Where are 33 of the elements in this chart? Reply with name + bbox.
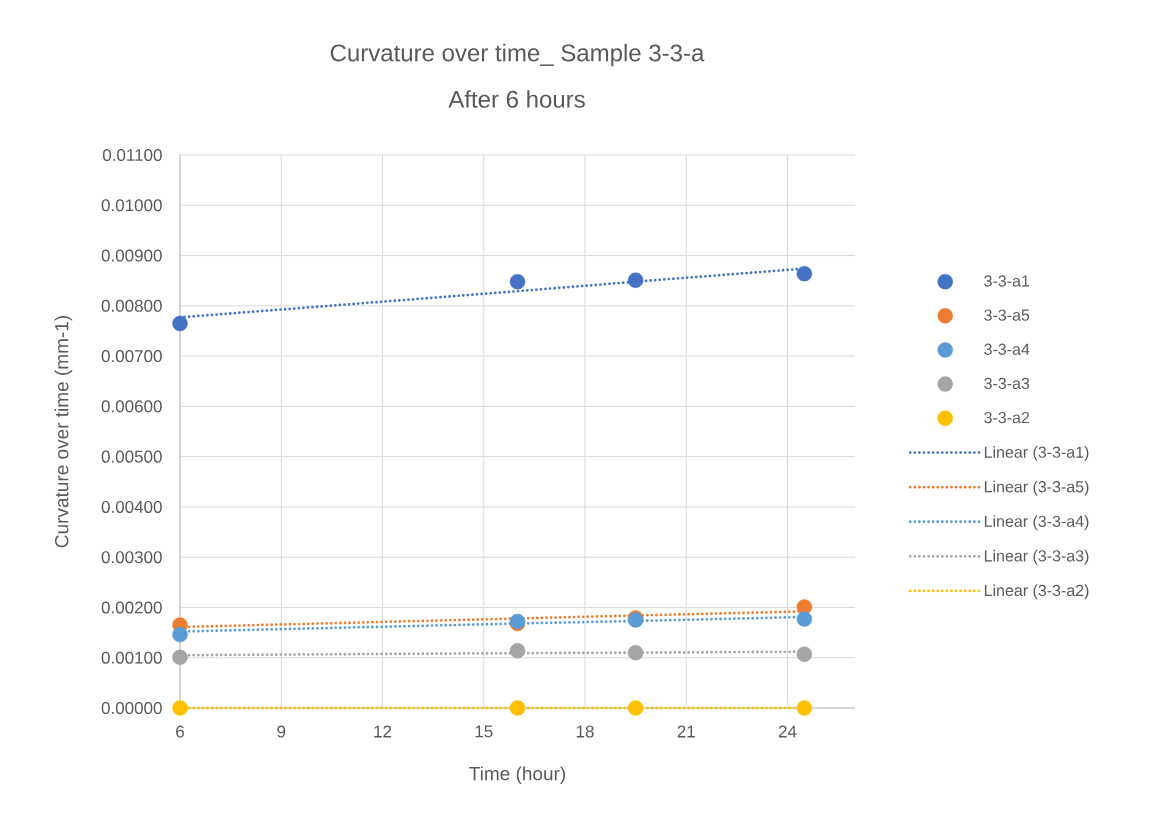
y-tick-label: 0.00600	[101, 400, 162, 413]
legend-label: Linear (3-3-a4)	[984, 515, 1089, 531]
x-tick-label: 15	[475, 725, 493, 738]
y-tick-label: 0.00000	[101, 701, 162, 715]
y-tick-label: 0.00500	[101, 450, 162, 463]
legend-label: 3-3-a3	[984, 377, 1030, 390]
legend-label: Linear (3-3-a1)	[984, 446, 1089, 461]
legend-label: 3-3-a1	[984, 275, 1030, 287]
y-axis-title: Curvature over time (mm-1)	[54, 316, 73, 548]
legend-label: 3-3-a4	[984, 343, 1030, 355]
y-tick-label: 0.00300	[101, 551, 162, 564]
x-tick-label: 9	[277, 725, 286, 738]
legend-label: Linear (3-3-a5)	[984, 480, 1089, 496]
chart-title: Curvature over time_ Sample 3-3-a	[330, 43, 705, 67]
y-tick-label: 0.00700	[101, 350, 162, 363]
y-tick-label: 0.00100	[101, 651, 162, 664]
legend-label: 3-3-a5	[984, 309, 1030, 321]
y-tick-label: 0.00200	[101, 601, 162, 614]
x-tick-label: 12	[374, 725, 392, 738]
legend-label: Linear (3-3-a3)	[984, 549, 1089, 565]
x-tick-label: 24	[778, 725, 797, 738]
y-tick-label: 0.00900	[101, 249, 162, 262]
x-tick-label: 21	[677, 725, 695, 738]
legend-label: Linear (3-3-a2)	[984, 584, 1089, 600]
y-tick-label: 0.00800	[101, 299, 162, 312]
y-tick-label: 0.01100	[102, 148, 162, 162]
x-tick-label: 18	[576, 725, 594, 738]
x-tick-label: 6	[176, 725, 184, 738]
y-tick-label: 0.00400	[101, 500, 162, 513]
y-tick-label: 0.01000	[101, 199, 162, 212]
chart-subtitle: After 6 hours	[448, 90, 585, 108]
legend-label: 3-3-a2	[984, 411, 1030, 424]
x-axis-title: Time (hour)	[469, 766, 566, 785]
